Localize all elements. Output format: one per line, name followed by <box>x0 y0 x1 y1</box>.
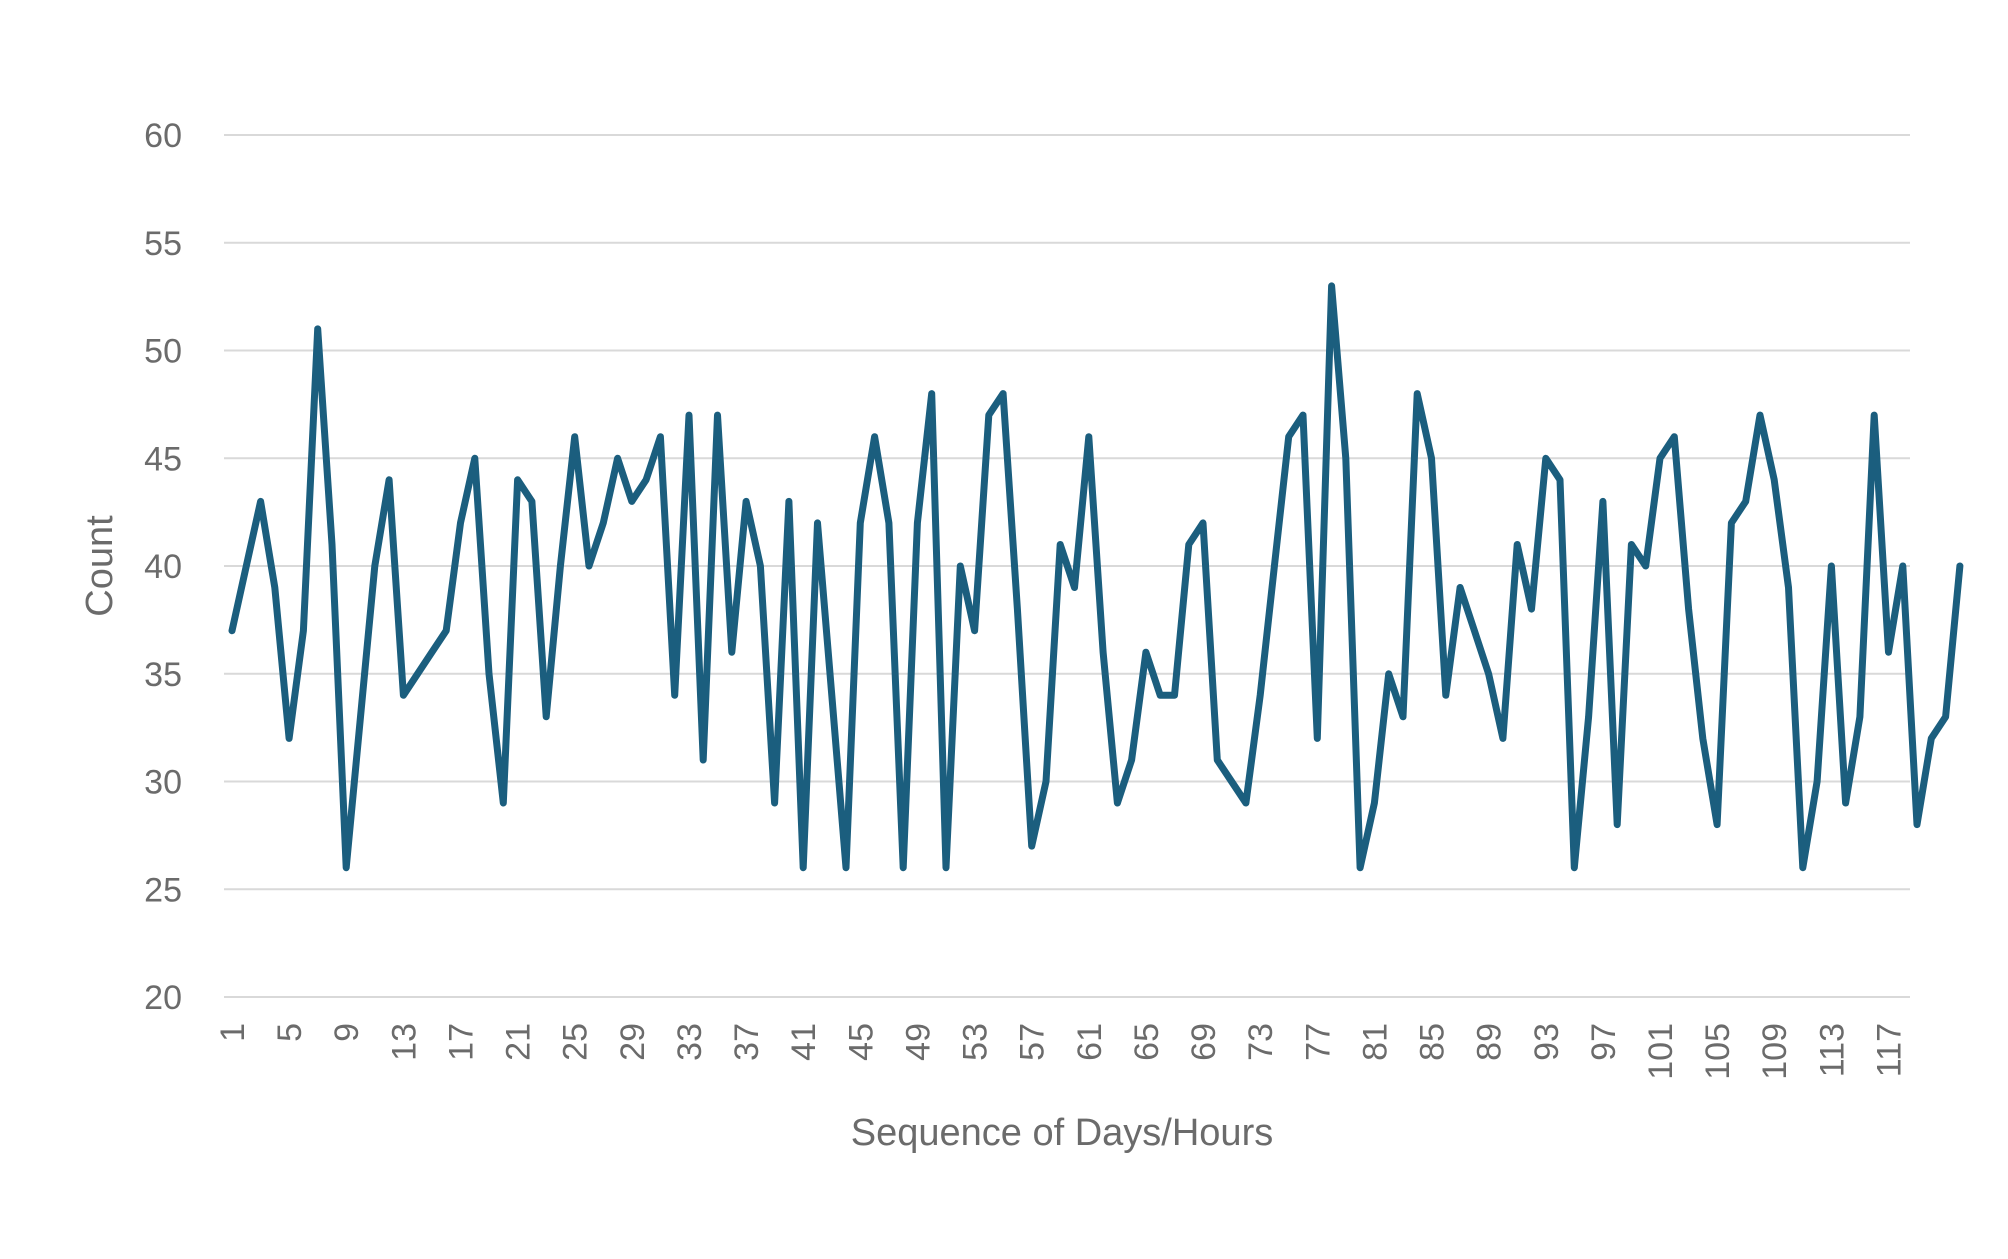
x-tick-label: 81 <box>1356 1023 1394 1061</box>
x-tick-label: 101 <box>1642 1023 1680 1080</box>
series-layer <box>228 282 1964 872</box>
y-tick-label: 55 <box>144 225 182 263</box>
x-tick-label: 33 <box>671 1023 709 1061</box>
series-line <box>228 282 1964 872</box>
x-tick-label: 117 <box>1870 1023 1908 1077</box>
y-tick-label: 40 <box>144 548 182 586</box>
y-axis-title: Count <box>79 515 121 617</box>
x-tick-label: 1 <box>214 1023 252 1042</box>
x-tick-label: 9 <box>328 1023 366 1042</box>
x-tick-label: 25 <box>557 1023 595 1061</box>
x-tick-label: 105 <box>1699 1023 1737 1080</box>
x-tick-label: 53 <box>957 1023 995 1061</box>
x-tick-label: 85 <box>1414 1023 1452 1061</box>
x-tick-label: 37 <box>728 1023 766 1061</box>
y-tick-label: 20 <box>144 979 182 1017</box>
x-tick-label: 89 <box>1471 1023 1509 1061</box>
x-tick-label: 109 <box>1756 1023 1794 1080</box>
y-axis-tick-labels: 20 25 30 35 40 45 50 55 60 <box>144 117 182 1017</box>
x-tick-label: 73 <box>1242 1023 1280 1061</box>
y-tick-label: 25 <box>144 871 182 909</box>
x-tick-label: 21 <box>500 1023 538 1061</box>
y-tick-label: 45 <box>144 440 182 478</box>
x-tick-label: 65 <box>1128 1023 1166 1061</box>
x-tick-label: 41 <box>785 1023 823 1061</box>
x-axis-title: Sequence of Days/Hours <box>851 1112 1273 1154</box>
x-tick-label: 69 <box>1185 1023 1223 1061</box>
x-tick-label: 113 <box>1813 1023 1851 1077</box>
y-tick-label: 30 <box>144 764 182 802</box>
x-tick-label: 57 <box>1014 1023 1052 1061</box>
x-tick-label: 13 <box>385 1023 423 1061</box>
y-tick-label: 50 <box>144 333 182 371</box>
x-tick-label: 29 <box>614 1023 652 1061</box>
y-tick-label: 35 <box>144 656 182 694</box>
x-tick-label: 77 <box>1299 1023 1337 1061</box>
x-tick-label: 45 <box>842 1023 880 1061</box>
y-tick-label: 60 <box>144 117 182 155</box>
x-tick-label: 17 <box>442 1023 480 1061</box>
x-axis-tick-labels: 1 5 9 13 17 21 25 29 33 37 41 45 49 53 57 61 65 69 73 77 81 8… <box>214 1023 1908 1080</box>
x-tick-label: 93 <box>1528 1023 1566 1061</box>
x-tick-label: 97 <box>1585 1023 1623 1061</box>
x-tick-label: 61 <box>1071 1023 1109 1061</box>
x-tick-label: 49 <box>899 1023 937 1061</box>
x-tick-label: 5 <box>271 1023 309 1042</box>
